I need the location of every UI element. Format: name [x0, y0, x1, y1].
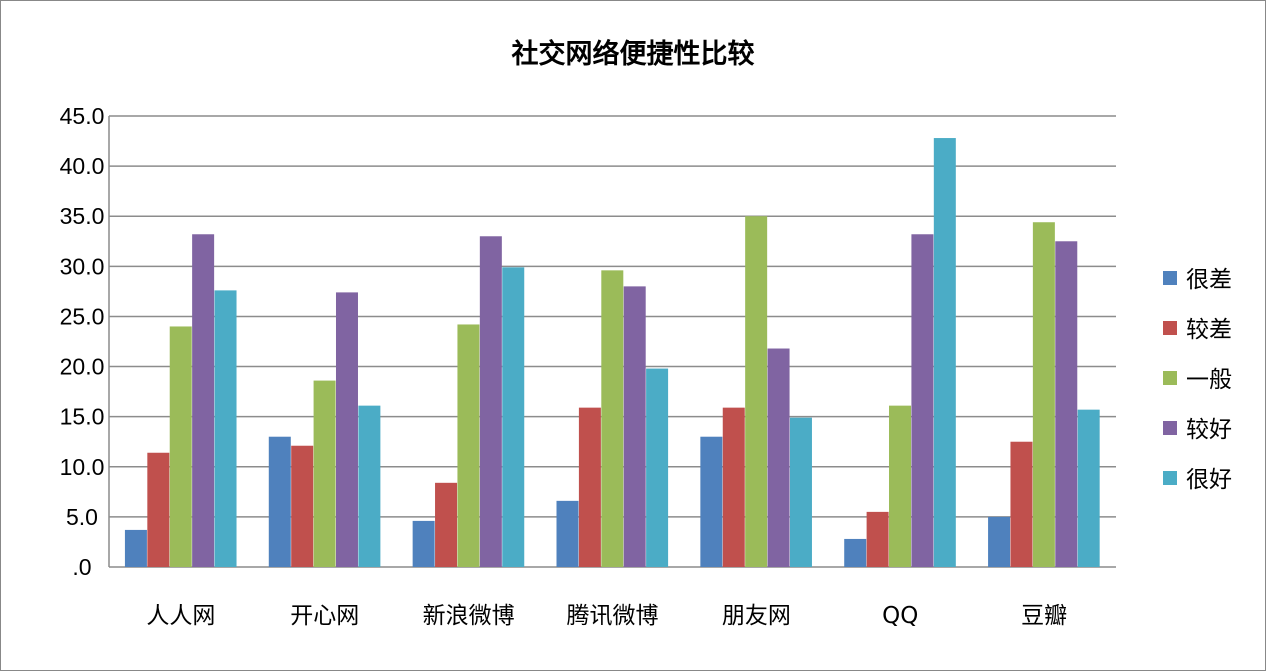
bar-较好-朋友网 — [767, 348, 790, 567]
bar-很好-朋友网 — [789, 417, 812, 567]
x-axis-labels: 人人网 开心网 新浪微博 腾讯微博 朋友网 QQ 豆瓣 — [146, 603, 1067, 629]
y-tick-label: 20.0 — [60, 354, 105, 380]
bar-较差-朋友网 — [722, 407, 745, 567]
bar-一般-人人网 — [169, 326, 192, 567]
bar-一般-朋友网 — [745, 216, 768, 567]
bar-很差-豆瓣 — [988, 516, 1011, 567]
x-category-label: 人人网 — [146, 603, 215, 629]
x-category-label: 豆瓣 — [1021, 603, 1067, 629]
bar-很差-人人网 — [124, 529, 147, 567]
legend-swatch — [1163, 271, 1177, 285]
bar-很好-人人网 — [214, 290, 237, 567]
bar-很好-豆瓣 — [1077, 409, 1100, 567]
chart-title: 社交网络便捷性比较 — [512, 38, 755, 70]
y-tick-label: 40.0 — [60, 153, 105, 179]
bar-很差-朋友网 — [700, 436, 723, 567]
bar-一般-腾讯微博 — [601, 270, 624, 567]
bar-很好-新浪微博 — [502, 267, 525, 567]
y-tick-label: 45.0 — [60, 103, 105, 129]
legend-label: 较差 — [1186, 317, 1232, 343]
bar-很差-开心网 — [268, 436, 291, 567]
legend-label: 一般 — [1186, 367, 1232, 393]
bar-很好-QQ — [933, 138, 956, 567]
bar-较差-腾讯微博 — [578, 407, 601, 567]
bar-较差-QQ — [866, 511, 889, 567]
bar-很差-新浪微博 — [412, 520, 435, 567]
bar-较好-开心网 — [335, 292, 358, 567]
legend-swatch — [1163, 421, 1177, 435]
bar-较好-豆瓣 — [1055, 241, 1078, 567]
bar-较好-QQ — [911, 234, 934, 568]
bar-较好-人人网 — [192, 234, 215, 568]
bar-很差-腾讯微博 — [556, 500, 579, 567]
x-category-label: 腾讯微博 — [567, 603, 659, 629]
x-category-label: 开心网 — [290, 603, 359, 629]
legend-swatch — [1163, 321, 1177, 335]
legend-label: 很好 — [1186, 467, 1232, 493]
bar-较好-新浪微博 — [479, 236, 502, 567]
y-tick-label: 5.0 — [66, 504, 98, 530]
legend-label: 很差 — [1186, 267, 1232, 293]
y-tick-label: 30.0 — [60, 253, 105, 279]
y-tick-label: 10.0 — [60, 454, 105, 480]
legend-swatch — [1163, 471, 1177, 485]
bars — [124, 138, 1100, 568]
legend-swatch — [1163, 371, 1177, 385]
bar-一般-开心网 — [313, 380, 336, 567]
bar-很差-QQ — [844, 538, 867, 567]
y-tick-label: .0 — [72, 554, 91, 580]
y-tick-label: 35.0 — [60, 203, 105, 229]
legend-label: 较好 — [1186, 417, 1232, 443]
bar-较差-人人网 — [147, 452, 170, 567]
y-tick-label: 25.0 — [60, 303, 105, 329]
x-category-label: QQ — [882, 603, 918, 629]
bar-较差-豆瓣 — [1010, 441, 1033, 567]
bar-较差-新浪微博 — [435, 482, 458, 567]
y-tick-label: 15.0 — [60, 404, 105, 430]
x-category-label: 新浪微博 — [423, 603, 515, 629]
y-axis-ticks: .0 5.0 10.0 15.0 20.0 25.0 30.0 35.0 40.0 45.0 — [60, 103, 105, 580]
bar-一般-豆瓣 — [1032, 222, 1055, 568]
bar-一般-QQ — [889, 405, 912, 567]
bar-很好-腾讯微博 — [646, 368, 669, 567]
bar-较差-开心网 — [291, 445, 314, 567]
bar-较好-腾讯微博 — [623, 286, 646, 567]
bar-一般-新浪微博 — [457, 324, 480, 567]
bar-很好-开心网 — [358, 405, 381, 567]
x-category-label: 朋友网 — [722, 603, 791, 629]
